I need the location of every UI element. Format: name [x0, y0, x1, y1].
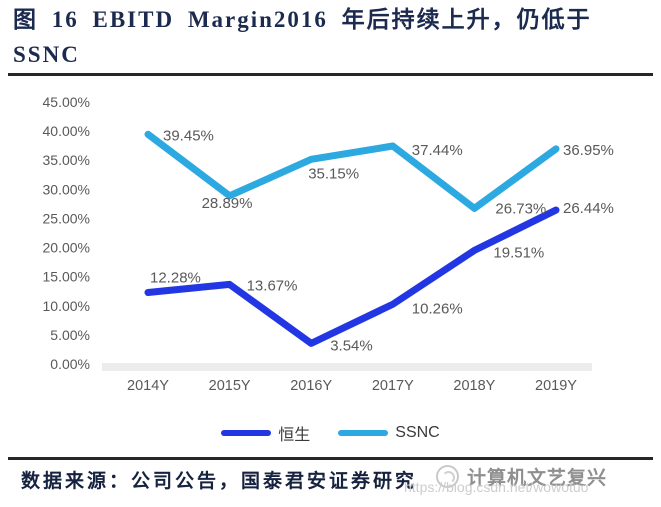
chart-legend: 恒生 SSNC	[0, 421, 661, 445]
watermark: 计算机文艺复兴 https://blog.csdn.net/wowotuo	[404, 463, 651, 503]
watermark-logo-icon	[436, 465, 459, 488]
x-axis-tick-label: 2019Y	[535, 378, 577, 394]
series-line-ssnc	[144, 130, 560, 212]
legend-label-hengsheng: 恒生	[278, 427, 311, 444]
y-axis-tick-label: 20.00%	[43, 240, 90, 256]
y-axis-tick-label: 25.00%	[43, 210, 90, 226]
data-label-ssnc: 28.89%	[202, 195, 253, 212]
y-axis-tick-label: 15.00%	[43, 269, 90, 285]
data-label-ssnc: 35.15%	[308, 165, 359, 182]
data-label-ssnc: 39.45%	[163, 127, 214, 144]
y-axis-tick-label: 5.00%	[50, 327, 90, 343]
x-axis-tick-label: 2016Y	[290, 378, 332, 394]
legend-item-hengsheng: 恒生	[221, 421, 310, 445]
line-chart: 45.00% 40.00% 35.00% 30.00% 25.00% 20.00% 15.0…	[43, 94, 614, 394]
x-axis-tick-label: 2015Y	[209, 378, 251, 394]
y-axis-tick-label: 10.00%	[43, 298, 90, 314]
x-axis-tick-label: 2014Y	[127, 378, 169, 394]
x-axis-tick-label: 2017Y	[372, 378, 414, 394]
ssnc-line-swatch	[338, 430, 389, 436]
figure-title-line1: 图 16 EBITD Margin2016 年后持续上升，仍低于	[13, 7, 592, 32]
series-line-hengsheng	[144, 206, 560, 347]
data-label-ssnc: 37.44%	[412, 142, 463, 159]
data-label-ssnc: 26.73%	[495, 200, 546, 217]
y-axis-tick-label: 30.00%	[43, 181, 90, 197]
data-label-hengsheng: 19.51%	[493, 244, 544, 261]
figure-title: 图 16 EBITD Margin2016 年后持续上升，仍低于 SSNC	[13, 2, 655, 72]
y-axis-tick-label: 35.00%	[43, 152, 90, 168]
watermark-url: https://blog.csdn.net/wowotuo	[404, 479, 589, 495]
hengsheng-line-swatch	[221, 430, 272, 436]
legend-label-ssnc: SSNC	[395, 424, 440, 441]
data-label-ssnc: 36.95%	[563, 142, 614, 159]
data-label-hengsheng: 3.54%	[330, 337, 373, 354]
y-axis-tick-label: 45.00%	[43, 94, 90, 110]
x-axis-band	[102, 363, 592, 371]
y-axis-tick-label: 0.00%	[50, 356, 90, 372]
data-label-hengsheng: 10.26%	[412, 300, 463, 317]
footer-divider-line	[8, 457, 653, 460]
data-label-hengsheng: 12.28%	[150, 270, 201, 287]
title-divider-line	[8, 73, 653, 76]
x-axis-tick-label: 2018Y	[453, 378, 495, 394]
y-axis-tick-label: 40.00%	[43, 123, 90, 139]
watermark-brand-text: 计算机文艺复兴	[467, 468, 608, 489]
legend-item-ssnc: SSNC	[338, 424, 440, 442]
data-label-hengsheng: 26.44%	[563, 200, 614, 217]
figure-title-line2: SSNC	[13, 42, 80, 67]
data-source-note: 数据来源：公司公告，国泰君安证券研究	[21, 471, 418, 492]
data-label-hengsheng: 13.67%	[247, 277, 298, 294]
